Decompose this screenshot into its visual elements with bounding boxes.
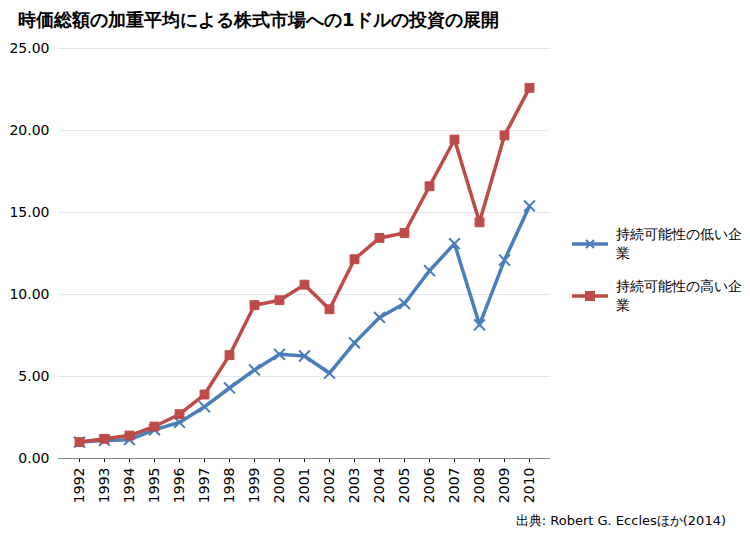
- svg-text:2005: 2005: [396, 468, 412, 504]
- svg-text:15.00: 15.00: [9, 204, 49, 220]
- svg-text:2007: 2007: [446, 468, 462, 504]
- svg-text:2001: 2001: [296, 468, 312, 504]
- svg-text:1994: 1994: [121, 467, 137, 503]
- svg-text:1999: 1999: [246, 468, 262, 504]
- svg-text:0.00: 0.00: [18, 450, 49, 466]
- svg-text:1995: 1995: [146, 468, 162, 504]
- svg-text:2008: 2008: [471, 468, 487, 504]
- svg-text:1993: 1993: [96, 468, 112, 504]
- svg-text:2000: 2000: [271, 468, 287, 504]
- svg-text:2003: 2003: [346, 468, 362, 504]
- svg-text:10.00: 10.00: [9, 286, 49, 302]
- svg-text:5.00: 5.00: [18, 368, 49, 384]
- svg-text:1996: 1996: [171, 467, 187, 503]
- svg-text:2002: 2002: [321, 468, 337, 504]
- html-text:出典: Robert G. Ecclesほか(2014): 出典: Robert G. Ecclesほか(2014): [515, 513, 726, 528]
- html-text:持続可能性の高い企業: 持続可能性の高い企業: [616, 278, 742, 313]
- svg-text:20.00: 20.00: [9, 122, 49, 138]
- html-text:時価総額の加重平均による株式市場への1ドルの投資の展開: 時価総額の加重平均による株式市場への1ドルの投資の展開: [18, 9, 499, 30]
- svg-text:1997: 1997: [196, 468, 212, 504]
- svg-text:1992: 1992: [71, 468, 87, 504]
- svg-text:2010: 2010: [521, 468, 537, 504]
- svg-text:2006: 2006: [421, 467, 437, 503]
- svg-text:2009: 2009: [496, 468, 512, 504]
- html-text:持続可能性の低い企業: 持続可能性の低い企業: [616, 226, 742, 262]
- svg-text:25.00: 25.00: [9, 40, 49, 56]
- svg-text:2004: 2004: [371, 467, 387, 503]
- svg-text:1998: 1998: [221, 468, 237, 504]
